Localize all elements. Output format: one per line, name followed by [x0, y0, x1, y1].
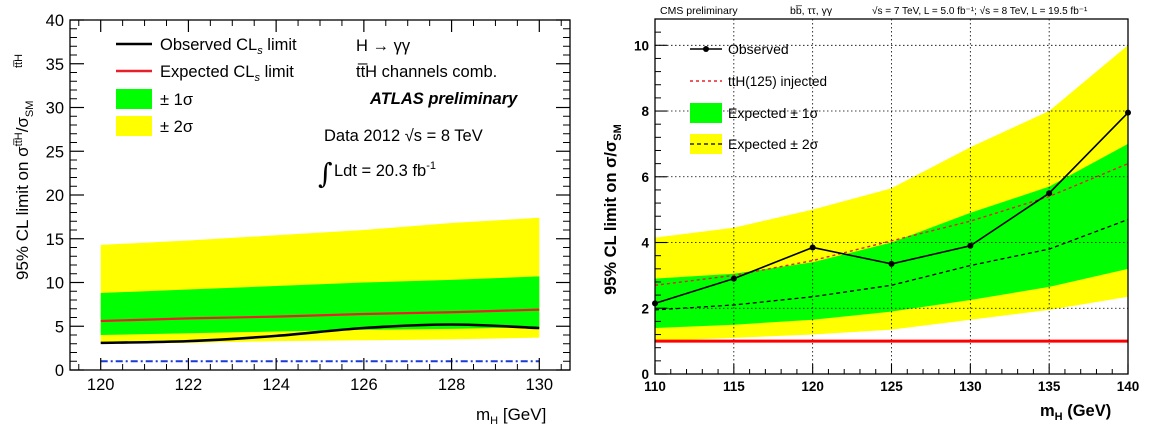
atlas-lumi-label: Ldt = 20.3 fb-1: [334, 160, 436, 180]
atlas-ylabel-den-sup: tt̅H: [13, 54, 25, 68]
atlas-x-tick-label: 124: [262, 376, 290, 394]
atlas-lines: [100, 308, 540, 363]
atlas-lumi-integral: ∫: [318, 157, 333, 190]
cms-bands: [655, 45, 1128, 342]
cms-lines: [652, 109, 1131, 343]
atlas-legend-2sigma-label: ± 2σ: [160, 118, 193, 136]
atlas-legend-1sigma-swatch: [116, 89, 152, 109]
atlas-legend-observed-label: Observed CLs limit: [160, 36, 297, 57]
atlas-xlabel: mH [GeV]: [476, 405, 546, 427]
cms-panel: 110 115 120 125 130 135 140 0 2 4 6 8 10 CMS prelimi…: [602, 5, 1139, 423]
cms-legend-1sigma-label: Expected ± 1σ: [728, 105, 819, 121]
cms-observed-point: [1046, 190, 1053, 197]
cms-y-tick-label: 8: [641, 104, 649, 119]
cms-observed-point: [809, 244, 816, 251]
atlas-expected-line: [100, 308, 540, 323]
atlas-ticks: 120 122 124 126 128 130 0 5 10 15 20 25 30 35 40: [46, 12, 570, 394]
cms-x-tick-label: 115: [723, 379, 745, 394]
cms-legend-2sigma-label: Expected ± 2σ: [728, 136, 819, 152]
atlas-y-tick-label: 20: [46, 187, 64, 205]
cms-x-tick-label: 110: [644, 379, 666, 394]
cms-x-tick-label: 125: [880, 379, 903, 394]
atlas-ylabel: 95% CL limit on σtt̅H/σSM: [13, 101, 36, 280]
atlas-y-tick-label: 30: [46, 100, 64, 118]
cms-observed-point: [967, 242, 974, 249]
atlas-x-tick-label: 128: [438, 376, 466, 394]
cms-grid: [655, 19, 1128, 374]
cms-x-tick-label: 140: [1117, 379, 1140, 394]
cms-ylabel: 95% CL limit on σ/σSM: [602, 124, 624, 295]
cms-x-tick-label: 135: [1038, 379, 1061, 394]
cms-x-tick-label: 120: [801, 379, 824, 394]
cms-header-right: √s = 7 TeV, L = 5.0 fb⁻¹; √s = 8 TeV, L …: [872, 5, 1088, 17]
atlas-y-tick-label: 40: [46, 12, 64, 30]
atlas-y-tick-label: 35: [46, 56, 64, 74]
atlas-legend-2sigma-swatch: [116, 116, 152, 136]
cms-injected-line: [654, 162, 1129, 286]
cms-header-left: CMS preliminary: [660, 5, 738, 17]
cms-legend-injected-label: ttH(125) injected: [728, 74, 827, 89]
cms-expected-line: [654, 218, 1129, 311]
cms-1sigma-band: [655, 143, 1128, 328]
cms-legend-observed-label: Observed: [728, 41, 789, 57]
atlas-channel-label: H → γγ: [356, 37, 411, 55]
atlas-experiment-label: ATLAS preliminary: [369, 90, 518, 108]
atlas-1sigma-band: [100, 276, 540, 335]
cms-y-tick-label: 2: [641, 301, 649, 316]
atlas-y-tick-label: 10: [46, 275, 64, 293]
cms-y-tick-label: 0: [641, 367, 649, 382]
atlas-y-tick-label: 0: [55, 362, 64, 380]
cms-legend-1sigma-swatch: [690, 103, 722, 123]
cms-y-tick-label: 6: [641, 170, 649, 185]
atlas-legend-1sigma-label: ± 1σ: [160, 91, 193, 109]
cms-observed-point: [730, 275, 737, 282]
cms-legend-observed-marker: [703, 46, 709, 52]
atlas-y-tick-label: 5: [55, 318, 64, 336]
atlas-panel: 120 122 124 126 128 130 0 5 10 15 20 25 30 35 40 95% C…: [13, 12, 571, 427]
atlas-legend-expected-label: Expected CLs limit: [160, 63, 294, 84]
atlas-x-tick-label: 130: [526, 376, 554, 394]
atlas-x-tick-label: 122: [175, 376, 203, 394]
atlas-x-tick-label: 120: [87, 376, 115, 394]
cms-observed-point: [888, 260, 895, 267]
cms-ticks: 110 115 120 125 130 135 140 0 2 4 6 8 10: [634, 31, 1140, 394]
atlas-observed-line: [100, 323, 540, 345]
atlas-data-label: Data 2012 √s = 8 TeV: [324, 127, 483, 145]
cms-y-tick-label: 4: [641, 236, 649, 251]
atlas-x-tick-label: 126: [350, 376, 378, 394]
atlas-y-tick-label: 15: [46, 231, 64, 249]
atlas-legend: Observed CLs limit Expected CLs limit ± …: [116, 36, 297, 136]
cms-legend: Observed ttH(125) injected Expected ± 1σ…: [690, 41, 827, 154]
cms-header-mid: bb̅, ττ, γγ: [790, 5, 833, 17]
cms-y-tick-label: 10: [634, 38, 649, 53]
cms-xlabel: mH (GeV): [1040, 402, 1111, 423]
atlas-y-tick-label: 25: [46, 143, 64, 161]
cms-x-tick-label: 130: [959, 379, 982, 394]
atlas-comb-label: tt̅H channels comb.: [356, 63, 497, 81]
